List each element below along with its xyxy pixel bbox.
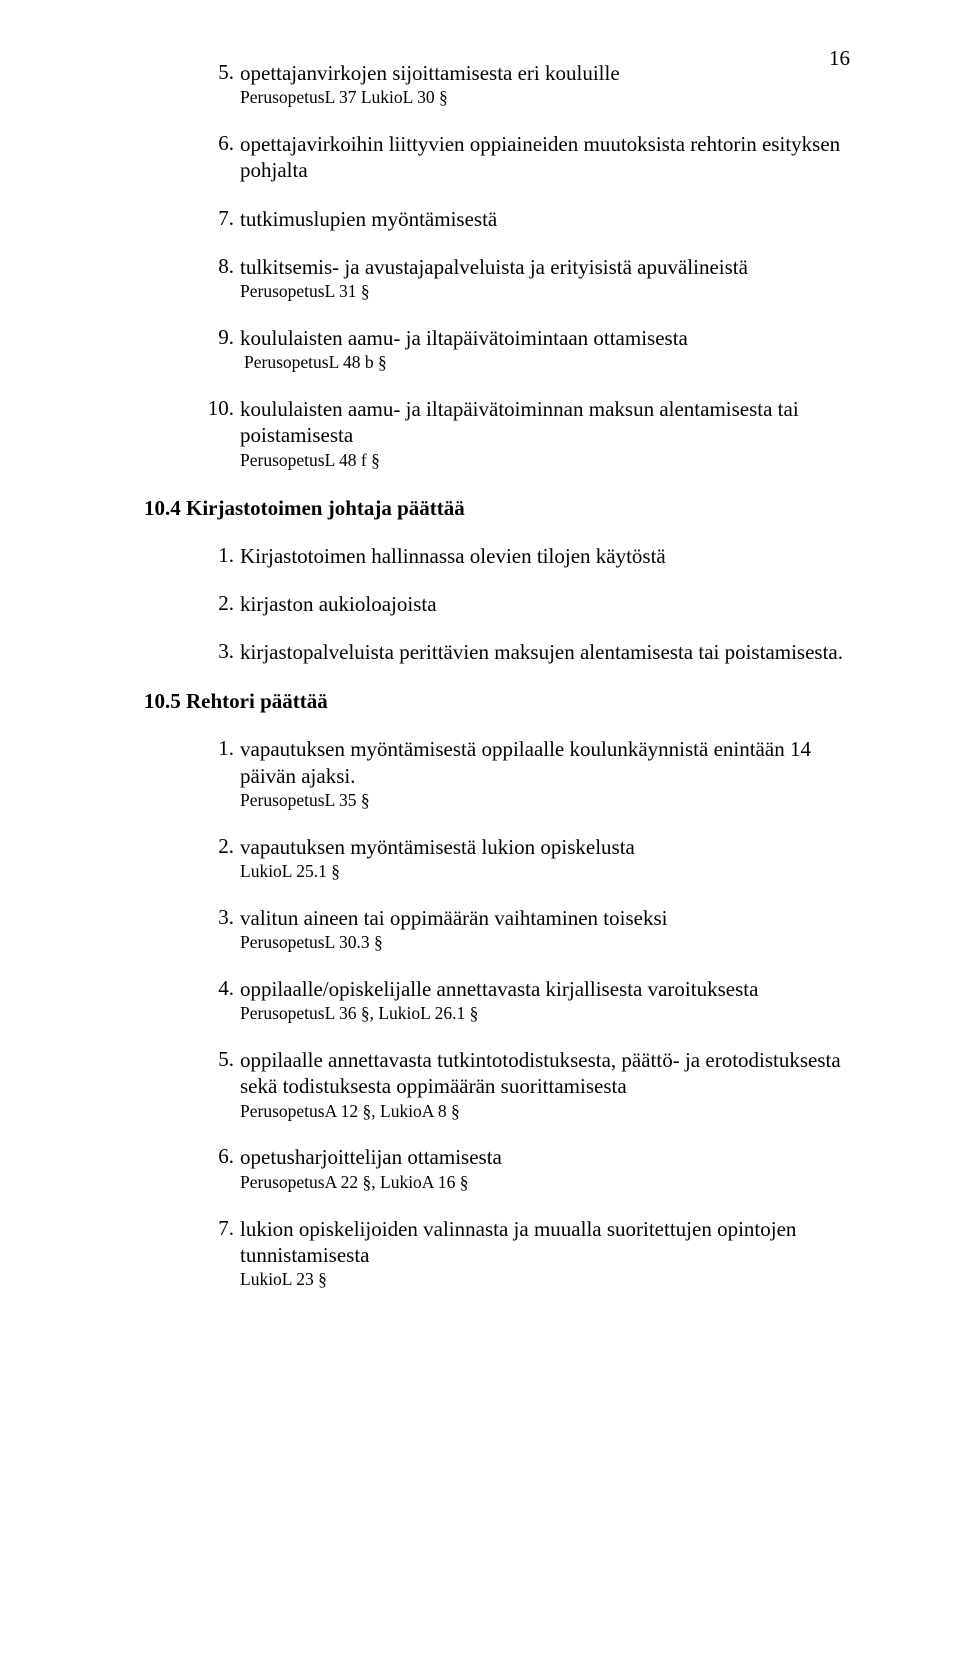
item-reference: PerusopetusL 30.3 §	[240, 932, 850, 954]
item-reference: LukioL 23 §	[240, 1269, 850, 1291]
list-item: 5. oppilaalle annettavasta tutkintotodis…	[240, 1047, 850, 1122]
item-number: 4.	[200, 976, 234, 1001]
item-number: 8.	[200, 254, 234, 279]
item-number: 9.	[200, 325, 234, 350]
list-item: 2. vapautuksen myöntämisestä lukion opis…	[240, 834, 850, 883]
list-section-c: 1. vapautuksen myöntämisestä oppilaalle …	[240, 736, 850, 1291]
item-number: 1.	[200, 736, 234, 761]
item-reference: LukioL 25.1 §	[240, 861, 850, 883]
item-reference: PerusopetusA 22 §, LukioA 16 §	[240, 1172, 850, 1194]
item-number: 6.	[200, 1144, 234, 1169]
list-item: 6. opetusharjoittelijan ottamisesta Peru…	[240, 1144, 850, 1193]
item-text: vapautuksen myöntämisestä lukion opiskel…	[240, 834, 850, 860]
item-text: koululaisten aamu- ja iltapäivätoiminnan…	[240, 396, 850, 449]
item-number: 5.	[200, 1047, 234, 1072]
item-reference: PerusopetusA 12 §, LukioA 8 §	[240, 1101, 850, 1123]
item-text: valitun aineen tai oppimäärän vaihtamine…	[240, 905, 850, 931]
item-text: vapautuksen myöntämisestä oppilaalle kou…	[240, 736, 850, 789]
list-item: 4. oppilaalle/opiskelijalle annettavasta…	[240, 976, 850, 1025]
item-text: koululaisten aamu- ja iltapäivätoimintaa…	[240, 325, 850, 351]
item-number: 10.	[200, 396, 234, 421]
list-item: 9. koululaisten aamu- ja iltapäivätoimin…	[240, 325, 850, 374]
item-number: 1.	[200, 543, 234, 568]
item-text: Kirjastotoimen hallinnassa olevien tiloj…	[240, 543, 850, 569]
list-item: 6. opettajavirkoihin liittyvien oppiaine…	[240, 131, 850, 184]
list-item: 7. lukion opiskelijoiden valinnasta ja m…	[240, 1216, 850, 1291]
list-item: 3. valitun aineen tai oppimäärän vaihtam…	[240, 905, 850, 954]
item-reference: PerusopetusL 35 §	[240, 790, 850, 812]
item-number: 2.	[200, 834, 234, 859]
section-heading-10-4: 10.4 Kirjastotoimen johtaja päättää	[144, 496, 850, 521]
list-item: 3. kirjastopalveluista perittävien maksu…	[240, 639, 850, 665]
list-item: 10. koululaisten aamu- ja iltapäivätoimi…	[240, 396, 850, 471]
list-item: 1. Kirjastotoimen hallinnassa olevien ti…	[240, 543, 850, 569]
item-number: 3.	[200, 639, 234, 664]
item-text: tulkitsemis- ja avustajapalveluista ja e…	[240, 254, 850, 280]
item-text: opettajavirkoihin liittyvien oppiaineide…	[240, 131, 850, 184]
list-item: 1. vapautuksen myöntämisestä oppilaalle …	[240, 736, 850, 811]
item-number: 3.	[200, 905, 234, 930]
list-item: 7. tutkimuslupien myöntämisestä	[240, 206, 850, 232]
item-number: 2.	[200, 591, 234, 616]
document-page: 16 5. opettajanvirkojen sijoittamisesta …	[0, 0, 960, 1656]
list-section-a: 5. opettajanvirkojen sijoittamisesta eri…	[240, 60, 850, 472]
item-text: tutkimuslupien myöntämisestä	[240, 206, 850, 232]
item-reference: PerusopetusL 48 f §	[240, 450, 850, 472]
item-text: kirjaston aukioloajoista	[240, 591, 850, 617]
item-reference: PerusopetusL 31 §	[240, 281, 850, 303]
item-text: oppilaalle annettavasta tutkintotodistuk…	[240, 1047, 850, 1100]
section-heading-10-5: 10.5 Rehtori päättää	[144, 689, 850, 714]
item-reference: PerusopetusL 48 b §	[244, 352, 850, 374]
item-number: 5.	[200, 60, 234, 85]
item-text: oppilaalle/opiskelijalle annettavasta ki…	[240, 976, 850, 1002]
item-text: lukion opiskelijoiden valinnasta ja muua…	[240, 1216, 850, 1269]
item-text: kirjastopalveluista perittävien maksujen…	[240, 639, 850, 665]
item-reference: PerusopetusL 36 §, LukioL 26.1 §	[240, 1003, 850, 1025]
item-text: opettajanvirkojen sijoittamisesta eri ko…	[240, 60, 850, 86]
item-reference: PerusopetusL 37 LukioL 30 §	[240, 87, 850, 109]
list-item: 2. kirjaston aukioloajoista	[240, 591, 850, 617]
list-item: 5. opettajanvirkojen sijoittamisesta eri…	[240, 60, 850, 109]
item-number: 6.	[200, 131, 234, 156]
list-section-b: 1. Kirjastotoimen hallinnassa olevien ti…	[240, 543, 850, 666]
item-text: opetusharjoittelijan ottamisesta	[240, 1144, 850, 1170]
list-item: 8. tulkitsemis- ja avustajapalveluista j…	[240, 254, 850, 303]
item-number: 7.	[200, 1216, 234, 1241]
item-number: 7.	[200, 206, 234, 231]
